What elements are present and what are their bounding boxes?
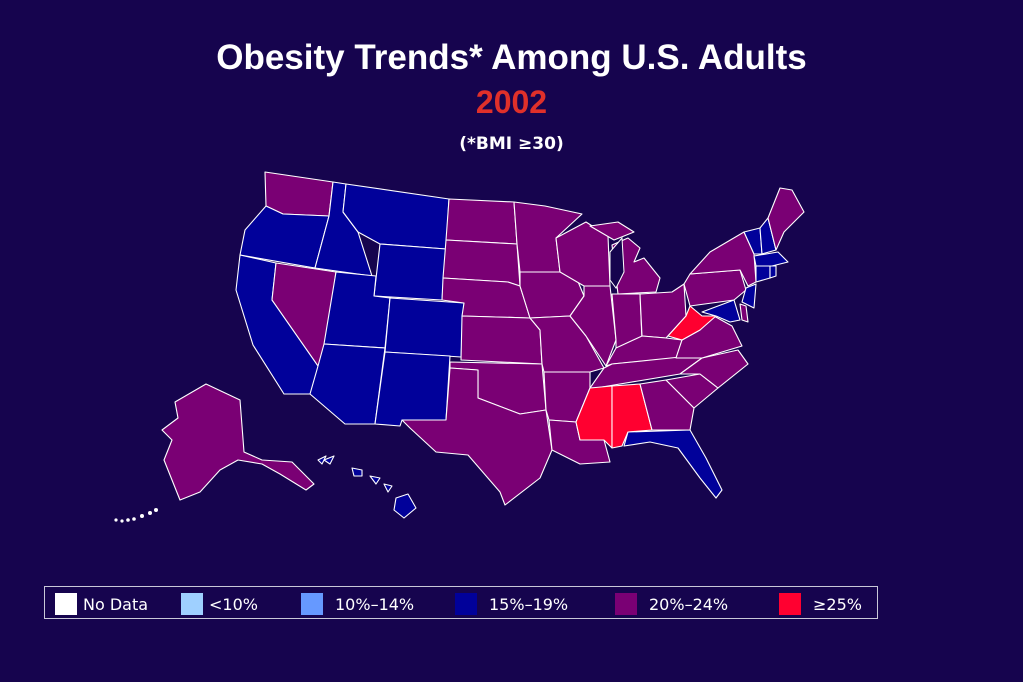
legend-label-lt10: <10% xyxy=(209,595,258,614)
state-co[interactable] xyxy=(384,297,465,358)
state-pa[interactable] xyxy=(683,269,747,307)
state-tx[interactable] xyxy=(401,367,553,506)
legend-label-nodata: No Data xyxy=(83,595,149,614)
state-ri[interactable] xyxy=(769,265,777,279)
legend-label-10to14: 10%–14% xyxy=(335,595,415,614)
state-az[interactable] xyxy=(309,343,386,425)
state-ak[interactable] xyxy=(161,383,315,501)
state-hi-3[interactable] xyxy=(369,475,381,485)
state-ga[interactable] xyxy=(639,379,695,431)
legend-swatch-lt10 xyxy=(181,593,203,615)
state-nd[interactable] xyxy=(445,198,518,245)
state-hi-6[interactable] xyxy=(323,455,335,465)
state-il[interactable] xyxy=(569,285,617,367)
state-mi[interactable] xyxy=(611,237,661,295)
state-nj[interactable] xyxy=(741,283,757,309)
state-ks[interactable] xyxy=(460,315,543,365)
map-year: 2002 xyxy=(475,84,548,120)
map-footnote: (*BMI ≥30) xyxy=(459,134,564,154)
state-ma[interactable] xyxy=(753,251,789,267)
legend-label-gte25: ≥25% xyxy=(813,595,862,614)
state-mi-up[interactable] xyxy=(589,221,635,241)
state-hi-2[interactable] xyxy=(351,467,363,477)
state-ny[interactable] xyxy=(689,231,757,287)
state-md[interactable] xyxy=(701,299,741,323)
state-wv[interactable] xyxy=(667,305,717,341)
legend-label-20to24: 20%–24% xyxy=(649,595,729,614)
lake-michigan xyxy=(609,236,625,289)
state-de[interactable] xyxy=(739,303,749,323)
map-legend: No Data <10% 10%–14% 15%–19% 20%–24% ≥25… xyxy=(44,586,878,619)
state-fl[interactable] xyxy=(623,429,723,499)
state-wy[interactable] xyxy=(373,243,447,301)
state-hi-4[interactable] xyxy=(383,483,393,493)
state-me[interactable] xyxy=(767,187,805,251)
legend-label-15to19: 15%–19% xyxy=(489,595,569,614)
state-wa[interactable] xyxy=(264,171,334,217)
legend-swatch-nodata xyxy=(55,593,77,615)
state-nm[interactable] xyxy=(374,351,451,427)
legend-swatch-gte25 xyxy=(779,593,801,615)
map-title: Obesity Trends* Among U.S. Adults xyxy=(216,38,807,77)
state-ct[interactable] xyxy=(755,265,771,283)
aleutian-islands xyxy=(114,508,158,523)
legend-swatch-10to14 xyxy=(301,593,323,615)
state-hi[interactable] xyxy=(393,493,417,519)
legend-swatch-20to24 xyxy=(615,593,637,615)
legend-swatch-15to19 xyxy=(455,593,477,615)
